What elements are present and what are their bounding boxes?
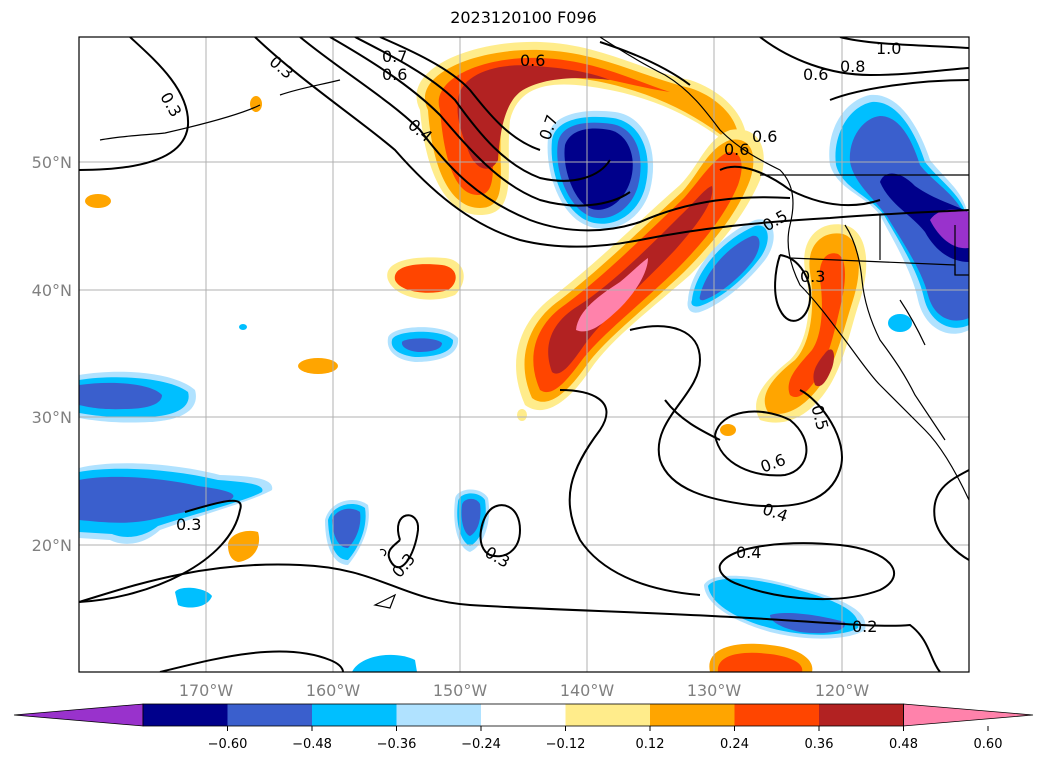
colorbar-box: [143, 704, 228, 726]
gridlines: [79, 37, 969, 672]
colorbar-tick-label: −0.48: [292, 737, 332, 752]
contour-label: 0.7: [382, 47, 407, 66]
contour-label: 0.4: [736, 543, 761, 562]
contour-lines: [79, 37, 969, 672]
contour-label: 0.6: [724, 140, 749, 159]
colorbar-tick-label: −0.24: [461, 737, 501, 752]
colorbar-tick-label: 0.48: [889, 737, 918, 752]
colorbar-tick-label: 0.24: [720, 737, 749, 752]
lon-tick-label: 130°W: [687, 681, 742, 700]
contour-label: 0.2: [852, 617, 877, 636]
map-plot: 0.3 0.3 0.6 0.4 0.6 0.7 1.0 0.8 0.6 0.6 …: [32, 36, 970, 700]
contour-label: 0.3: [800, 267, 825, 286]
lon-tick-label: 170°W: [179, 681, 234, 700]
lat-tick-label: 40°N: [32, 281, 72, 300]
lon-tick-label: 150°W: [433, 681, 488, 700]
contour-label: 0.6: [520, 51, 545, 70]
colorbar-tick-label: 0.60: [974, 737, 1003, 752]
colorbar-extend-high: [903, 703, 1034, 727]
lat-tick-label: 50°N: [32, 153, 72, 172]
lon-tick-label: 160°W: [306, 681, 361, 700]
colorbar-tick-label: −0.60: [208, 737, 248, 752]
colorbar-boxes: [13, 703, 1034, 727]
colorbar-box: [565, 704, 650, 726]
colorbar-tick-label: 0.36: [805, 737, 834, 752]
shaded-fields: [79, 41, 969, 672]
lat-tick-label: 20°N: [32, 536, 72, 555]
colorbar-box: [312, 704, 397, 726]
colorbar-extend-low: [13, 703, 144, 727]
latitude-ticks: 50°N 40°N 30°N 20°N: [32, 153, 72, 555]
colorbar-box: [650, 704, 735, 726]
colorbar-box: [481, 704, 566, 726]
colorbar-box: [396, 704, 481, 726]
colorbar-box: [734, 704, 819, 726]
contour-label: 0.6: [752, 127, 777, 146]
contour-label: 0.8: [840, 57, 865, 76]
lon-tick-label: 140°W: [560, 681, 615, 700]
lat-tick-label: 30°N: [32, 408, 72, 427]
contour-label: 0.6: [803, 65, 828, 84]
contour-label: 0.3: [176, 515, 201, 534]
colorbar-tick-label: −0.36: [377, 737, 417, 752]
lon-tick-label: 120°W: [815, 681, 870, 700]
longitude-ticks: 170°W 160°W 150°W 140°W 130°W 120°W: [179, 681, 870, 700]
contour-label: 1.0: [876, 39, 901, 58]
colorbar-box: [819, 704, 904, 726]
contour-label: 0.6: [382, 65, 407, 84]
colorbar-box: [227, 704, 312, 726]
map-title: 2023120100 F096: [450, 8, 597, 27]
map-frame: [78, 36, 970, 673]
coastlines: [99, 37, 969, 609]
colorbar-tick-label: −0.12: [546, 737, 586, 752]
colorbar-ticks: −0.60 −0.48 −0.36 −0.24 −0.12 0.12 0.24 0.36 0.4…: [208, 726, 1003, 752]
colorbar-frame: [142, 703, 904, 727]
colorbar-tick-label: 0.12: [636, 737, 665, 752]
